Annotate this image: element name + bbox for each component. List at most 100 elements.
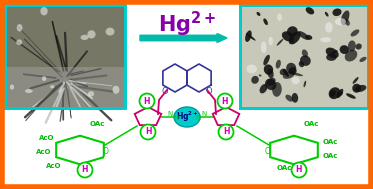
Ellipse shape [88,91,94,97]
Ellipse shape [325,12,329,17]
Text: N: N [195,115,201,121]
Ellipse shape [291,77,300,84]
Ellipse shape [112,86,119,94]
Ellipse shape [291,72,303,76]
Text: OAc: OAc [322,153,338,159]
Ellipse shape [345,50,357,61]
Ellipse shape [267,78,276,86]
Ellipse shape [285,95,293,102]
Text: OAc: OAc [322,139,338,145]
Ellipse shape [326,48,339,58]
Bar [5,67,125,108]
Text: N: N [201,111,207,117]
Ellipse shape [330,50,338,55]
Text: H: H [296,166,302,174]
Ellipse shape [355,85,366,92]
Text: OAc: OAc [276,165,292,171]
Text: AcO: AcO [39,135,55,141]
Ellipse shape [305,35,312,40]
Circle shape [292,163,307,177]
Ellipse shape [277,13,282,21]
Ellipse shape [280,69,287,75]
Ellipse shape [264,64,273,75]
Ellipse shape [42,76,46,81]
Ellipse shape [320,37,331,42]
Text: $\mathbf{Hg^{2+}}$: $\mathbf{Hg^{2+}}$ [158,9,216,39]
Ellipse shape [352,84,361,93]
Ellipse shape [257,12,260,16]
Ellipse shape [260,84,267,93]
Ellipse shape [340,45,349,54]
Ellipse shape [346,93,356,99]
Circle shape [219,125,233,139]
Ellipse shape [272,82,282,97]
Text: H: H [82,166,88,174]
Ellipse shape [277,39,283,46]
Ellipse shape [283,69,289,77]
Ellipse shape [352,77,358,84]
FancyArrow shape [140,33,227,43]
Text: H: H [144,97,150,105]
Text: OAc: OAc [89,121,105,127]
Ellipse shape [289,67,297,75]
Ellipse shape [326,54,337,61]
Ellipse shape [269,37,273,45]
Text: O: O [265,147,271,156]
Ellipse shape [286,63,296,74]
Text: O: O [162,88,168,97]
Text: N: N [167,111,173,117]
Ellipse shape [337,91,343,96]
Ellipse shape [17,24,22,32]
Ellipse shape [87,30,95,39]
Ellipse shape [246,33,256,41]
Ellipse shape [247,64,257,73]
Ellipse shape [276,60,281,69]
Ellipse shape [251,76,259,84]
Ellipse shape [267,69,274,78]
Bar [240,5,368,108]
Ellipse shape [332,9,342,16]
Ellipse shape [261,41,266,53]
Ellipse shape [304,81,306,87]
Circle shape [140,94,154,108]
Ellipse shape [335,18,346,26]
Ellipse shape [355,43,362,50]
Ellipse shape [174,107,200,127]
Text: $\mathbf{Hg^{2+}}$: $\mathbf{Hg^{2+}}$ [176,110,198,124]
Ellipse shape [16,39,22,45]
Ellipse shape [287,26,298,37]
Text: O: O [206,88,212,97]
Ellipse shape [306,7,314,14]
Ellipse shape [292,93,298,103]
Ellipse shape [330,90,336,97]
Text: N: N [173,115,179,121]
Bar [5,5,125,108]
Ellipse shape [360,57,367,62]
Ellipse shape [263,55,270,65]
Ellipse shape [81,35,88,40]
Text: AcO: AcO [36,149,52,155]
Ellipse shape [348,40,356,52]
Ellipse shape [302,50,308,57]
Ellipse shape [106,28,115,36]
Ellipse shape [289,32,301,44]
Ellipse shape [336,89,343,98]
Bar [240,5,368,108]
Circle shape [78,163,93,177]
Ellipse shape [259,74,261,77]
Ellipse shape [341,10,350,25]
Ellipse shape [300,55,311,66]
Text: H: H [145,128,151,136]
Ellipse shape [263,18,268,25]
Ellipse shape [283,71,295,79]
Text: AcO: AcO [46,163,62,169]
Ellipse shape [329,87,341,99]
Ellipse shape [351,29,359,36]
Ellipse shape [265,79,276,90]
Text: O: O [103,147,109,156]
Text: H: H [222,97,228,105]
Ellipse shape [40,7,48,15]
Circle shape [141,125,156,139]
Ellipse shape [50,85,54,88]
Ellipse shape [245,30,252,42]
